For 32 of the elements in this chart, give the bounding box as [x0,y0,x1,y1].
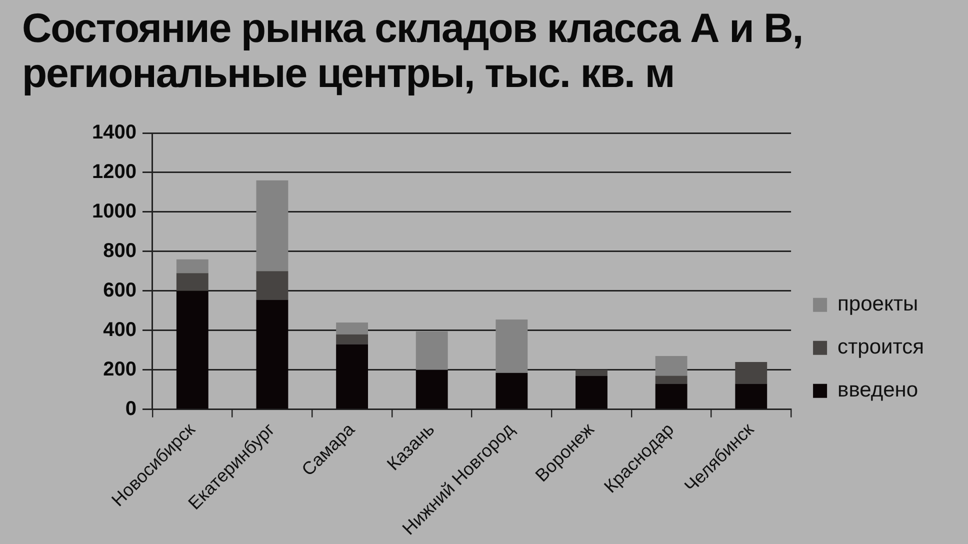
bar [655,376,688,384]
bar [496,320,528,373]
bar [416,370,448,409]
y-tick-label: 1400 [92,122,136,144]
bar [256,180,288,272]
bar [256,271,288,300]
bar [176,290,208,409]
bar [256,300,288,409]
bar [416,331,448,370]
y-tick-label: 400 [103,318,136,341]
legend-label: строится [838,336,924,359]
bar [336,344,368,409]
legend-label: введено [838,378,918,402]
bar [655,356,688,376]
bar [336,334,368,344]
bar [576,370,608,376]
bar [735,384,768,409]
legend-label: проекты [838,292,918,316]
y-tick-label: 800 [103,240,136,262]
y-tick-label: 0 [125,398,136,420]
y-tick-label: 200 [103,358,136,380]
bar [655,384,688,409]
bar [176,259,208,274]
bar [336,322,368,334]
y-tick-label: 1000 [92,200,136,222]
bar [576,376,608,409]
chart-title: Состояние рынка складов класса А и В, региональные центры, тыс. кв. м [22,5,804,96]
y-tick-label: 1200 [92,160,136,183]
bar [496,372,528,409]
bar [176,273,208,291]
bar [735,362,768,384]
y-tick-label: 600 [103,279,136,302]
